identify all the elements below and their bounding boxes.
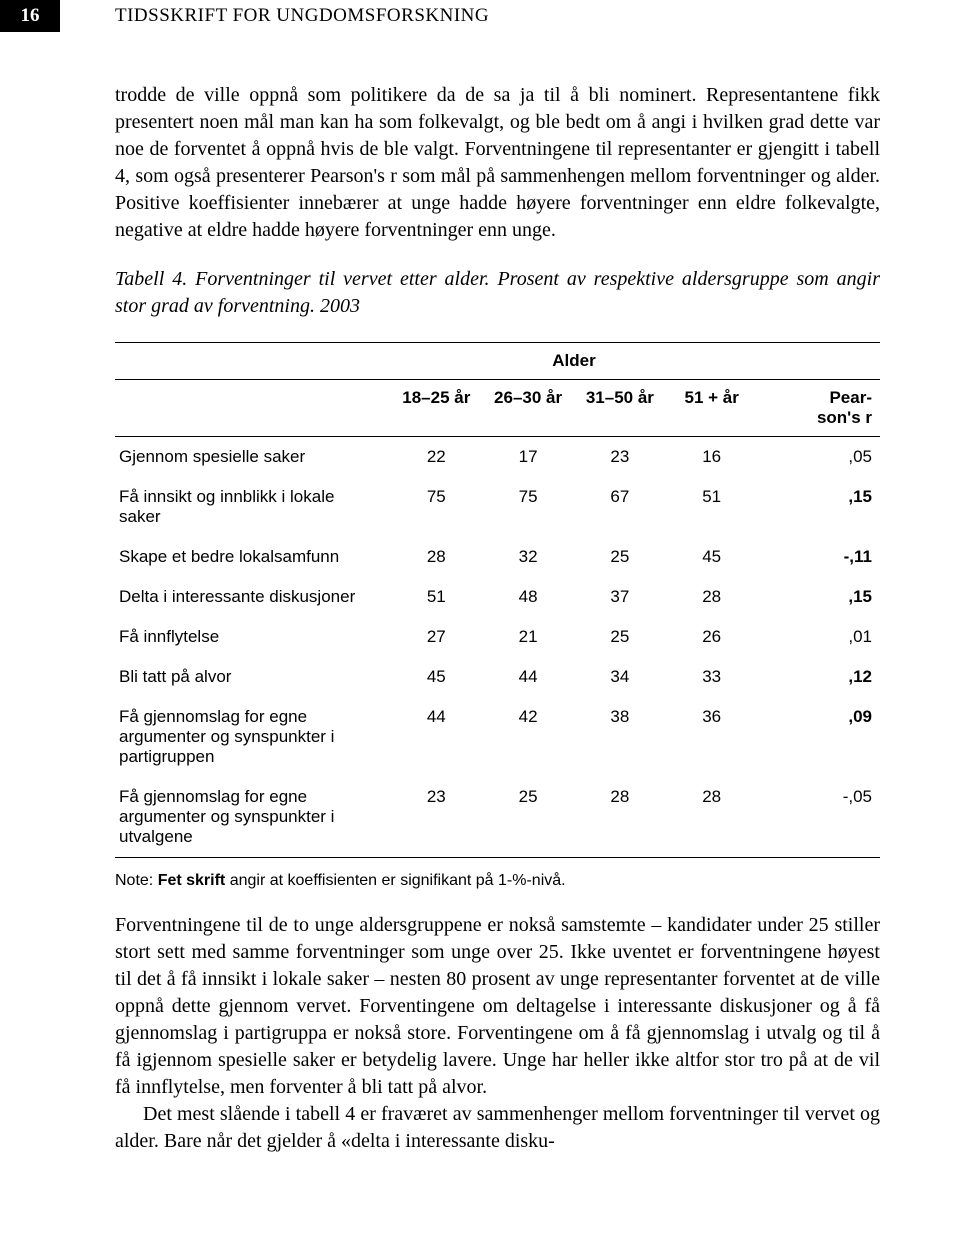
table-cell: 21 bbox=[482, 617, 574, 657]
table-cell: 32 bbox=[482, 537, 574, 577]
table-cell: 51 bbox=[390, 577, 482, 617]
page-content: trodde de ville oppnå som politikere da … bbox=[0, 82, 960, 1155]
pearson-cell: ,01 bbox=[758, 617, 880, 657]
table-cell: 25 bbox=[482, 777, 574, 858]
table-super-header: Alder bbox=[390, 343, 757, 380]
pearson-cell: ,05 bbox=[758, 437, 880, 478]
table-col-header: Pear-son's r bbox=[758, 380, 880, 437]
table-cell: 45 bbox=[666, 537, 758, 577]
pearson-cell: ,12 bbox=[758, 657, 880, 697]
pearson-cell: ,09 bbox=[758, 697, 880, 777]
table-cell: 45 bbox=[390, 657, 482, 697]
table-cell: 28 bbox=[574, 777, 666, 858]
table-col-header: 51 + år bbox=[666, 380, 758, 437]
pearson-cell: ,15 bbox=[758, 577, 880, 617]
table-row: Få gjennomslag for egne argumenter og sy… bbox=[115, 697, 880, 777]
table-cell: 17 bbox=[482, 437, 574, 478]
table-cell: 42 bbox=[482, 697, 574, 777]
table-col-header: 26–30 år bbox=[482, 380, 574, 437]
row-label: Få innflytelse bbox=[115, 617, 390, 657]
table-row: Skape et bedre lokalsamfunn28322545-,11 bbox=[115, 537, 880, 577]
table-row: Få gjennomslag for egne argumenter og sy… bbox=[115, 777, 880, 858]
row-label: Få gjennomslag for egne argumenter og sy… bbox=[115, 777, 390, 858]
row-label: Gjennom spesielle saker bbox=[115, 437, 390, 478]
table-cell: 67 bbox=[574, 477, 666, 537]
journal-title: TIDSSKRIFT FOR UNGDOMSFORSKNING bbox=[60, 0, 489, 32]
table-row: Bli tatt på alvor45443433,12 bbox=[115, 657, 880, 697]
table-cell: 34 bbox=[574, 657, 666, 697]
table-row: Få innflytelse27212526,01 bbox=[115, 617, 880, 657]
page-number: 16 bbox=[0, 0, 60, 32]
table-cell: 44 bbox=[482, 657, 574, 697]
row-label: Få gjennomslag for egne argumenter og sy… bbox=[115, 697, 390, 777]
table-cell: 44 bbox=[390, 697, 482, 777]
table-cell: 36 bbox=[666, 697, 758, 777]
table-cell: 33 bbox=[666, 657, 758, 697]
table-cell: 25 bbox=[574, 537, 666, 577]
table-cell: 28 bbox=[666, 577, 758, 617]
row-label: Få innsikt og innblikk i lokale saker bbox=[115, 477, 390, 537]
row-label: Delta i interessante diskusjoner bbox=[115, 577, 390, 617]
table-cell: 22 bbox=[390, 437, 482, 478]
table-cell: 23 bbox=[390, 777, 482, 858]
row-label: Bli tatt på alvor bbox=[115, 657, 390, 697]
table-cell: 75 bbox=[482, 477, 574, 537]
pearson-cell: -,11 bbox=[758, 537, 880, 577]
table-row: Få innsikt og innblikk i lokale saker757… bbox=[115, 477, 880, 537]
table-cell: 28 bbox=[666, 777, 758, 858]
table-note: Note: Fet skrift angir at koeffisienten … bbox=[115, 872, 880, 890]
table-cell: 16 bbox=[666, 437, 758, 478]
table-col-header: 31–50 år bbox=[574, 380, 666, 437]
paragraph-2: Forventningene til de to unge aldersgrup… bbox=[115, 912, 880, 1101]
table-cell: 27 bbox=[390, 617, 482, 657]
table-row: Delta i interessante diskusjoner51483728… bbox=[115, 577, 880, 617]
table-cell: 38 bbox=[574, 697, 666, 777]
paragraph-3: Det mest slående i tabell 4 er fraværet … bbox=[115, 1101, 880, 1155]
table-caption: Tabell 4. Forventninger til vervet etter… bbox=[115, 266, 880, 320]
table-row: Gjennom spesielle saker22172316,05 bbox=[115, 437, 880, 478]
page-header: 16 TIDSSKRIFT FOR UNGDOMSFORSKNING bbox=[0, 0, 960, 32]
table-cell: 51 bbox=[666, 477, 758, 537]
pearson-cell: ,15 bbox=[758, 477, 880, 537]
table-cell: 26 bbox=[666, 617, 758, 657]
table-cell: 25 bbox=[574, 617, 666, 657]
table-cell: 28 bbox=[390, 537, 482, 577]
row-label: Skape et bedre lokalsamfunn bbox=[115, 537, 390, 577]
table-cell: 75 bbox=[390, 477, 482, 537]
table-cell: 37 bbox=[574, 577, 666, 617]
table-col-header: 18–25 år bbox=[390, 380, 482, 437]
table-cell: 23 bbox=[574, 437, 666, 478]
pearson-cell: -,05 bbox=[758, 777, 880, 858]
paragraph-intro: trodde de ville oppnå som politikere da … bbox=[115, 82, 880, 244]
data-table: Alder 18–25 år26–30 år31–50 år51 + årPea… bbox=[115, 342, 880, 858]
table-cell: 48 bbox=[482, 577, 574, 617]
